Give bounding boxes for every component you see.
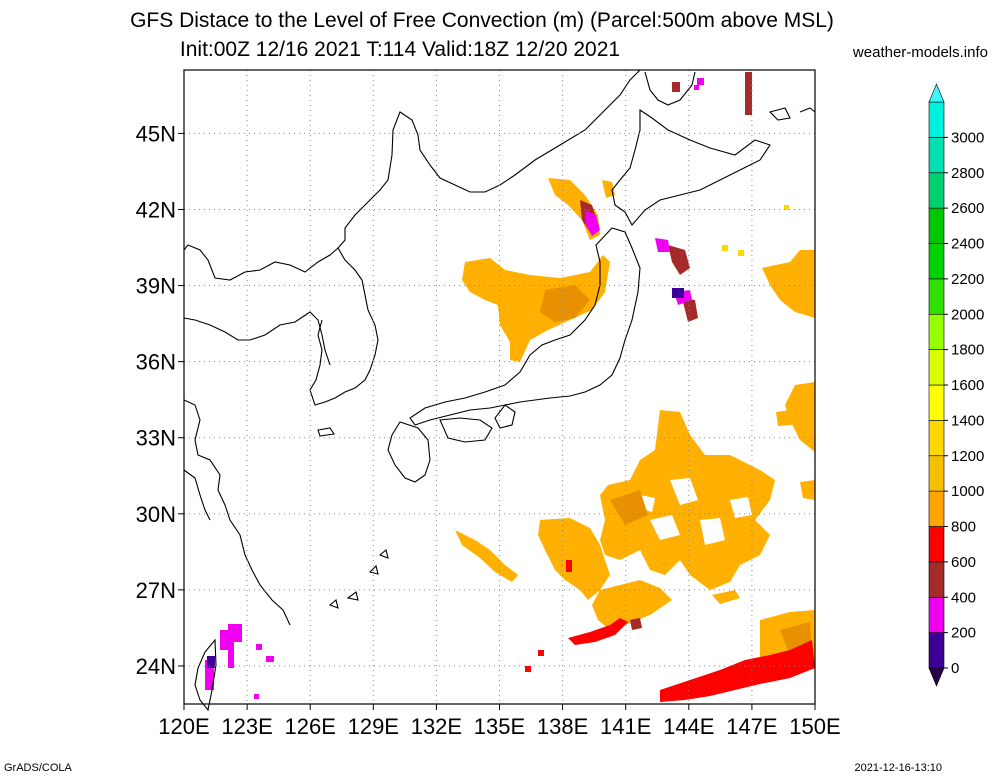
- colorbar-swatch: [928, 596, 945, 633]
- colorbar-high-arrow: [928, 83, 945, 103]
- lon-tick-label: 150E: [789, 714, 840, 739]
- colorbar-swatch: [928, 561, 945, 598]
- latitude-labels: 45N 42N 39N 36N 33N 30N 27N 24N: [136, 121, 184, 679]
- colorbar-swatch: [928, 526, 945, 563]
- colorbar-swatch: [928, 137, 945, 174]
- lat-tick-label: 30N: [136, 502, 176, 527]
- lat-tick-label: 39N: [136, 274, 176, 299]
- colorbar-swatch: [928, 420, 945, 457]
- colorbar-label: 800: [951, 519, 976, 536]
- colorbar-label: 2400: [951, 236, 984, 253]
- lon-tick-label: 138E: [537, 714, 588, 739]
- colorbar-label: 2000: [951, 306, 984, 323]
- generation-timestamp: 2021-12-16-13:10: [854, 762, 942, 774]
- colorbar-swatch: [928, 490, 945, 527]
- lon-tick-label: 132E: [411, 714, 462, 739]
- colorbar-swatch: [928, 349, 945, 386]
- lon-tick-label: 120E: [158, 714, 209, 739]
- lon-tick-label: 129E: [348, 714, 399, 739]
- colorbar-low-arrow: [928, 667, 945, 687]
- colorbar-swatch: [928, 313, 945, 350]
- lon-tick-label: 147E: [726, 714, 777, 739]
- colorbar-swatch: [928, 243, 945, 280]
- colorbar-label: 400: [951, 589, 976, 606]
- longitude-labels: 120E 123E 126E 129E 132E 135E 138E 141E 144E 147E…: [158, 704, 841, 739]
- colorbar-swatch: [928, 384, 945, 421]
- colorbar-label: 2800: [951, 165, 984, 182]
- colorbar-label: 0: [951, 660, 959, 677]
- colorbar-swatch: [928, 632, 945, 669]
- colorbar-swatch: [928, 455, 945, 492]
- lat-tick-label: 45N: [136, 121, 176, 146]
- colorbar-swatch: [928, 207, 945, 244]
- chart-title: GFS Distace to the Level of Free Convect…: [130, 9, 834, 32]
- graticule: [184, 70, 815, 704]
- lon-tick-label: 141E: [600, 714, 651, 739]
- chart-subtitle: Init:00Z 12/16 2021 T:114 Valid:18Z 12/2…: [179, 38, 621, 61]
- colorbar-label: 1600: [951, 377, 984, 394]
- colorbar-label: 1400: [951, 412, 984, 429]
- software-credit: GrADS/COLA: [4, 762, 72, 774]
- colorbar-label: 600: [951, 554, 976, 571]
- colorbar-label: 1000: [951, 483, 984, 500]
- lfc-distance-field: [205, 72, 815, 702]
- colorbar-swatch: [928, 172, 945, 209]
- lat-tick-label: 42N: [136, 197, 176, 222]
- lon-tick-label: 126E: [285, 714, 336, 739]
- lat-tick-label: 27N: [136, 578, 176, 603]
- colorbar-label: 200: [951, 625, 976, 642]
- colorbar-label: 1200: [951, 448, 984, 465]
- lat-tick-label: 33N: [136, 426, 176, 451]
- colorbar-label: 2200: [951, 271, 984, 288]
- colorbar-label: 3000: [951, 129, 984, 146]
- colorbar-legend: 0 200 400 600 800 1000 1200 1400 1600 1800 2000 220…: [928, 83, 984, 687]
- lat-tick-label: 36N: [136, 350, 176, 375]
- lon-tick-label: 144E: [663, 714, 714, 739]
- lon-tick-label: 135E: [474, 714, 525, 739]
- lon-tick-label: 123E: [221, 714, 272, 739]
- colorbar-swatch: [928, 101, 945, 138]
- lat-tick-label: 24N: [136, 654, 176, 679]
- colorbar-swatch: [928, 278, 945, 315]
- source-credit: weather-models.info: [852, 44, 988, 61]
- colorbar-label: 1800: [951, 342, 984, 359]
- colorbar-label: 2600: [951, 200, 984, 217]
